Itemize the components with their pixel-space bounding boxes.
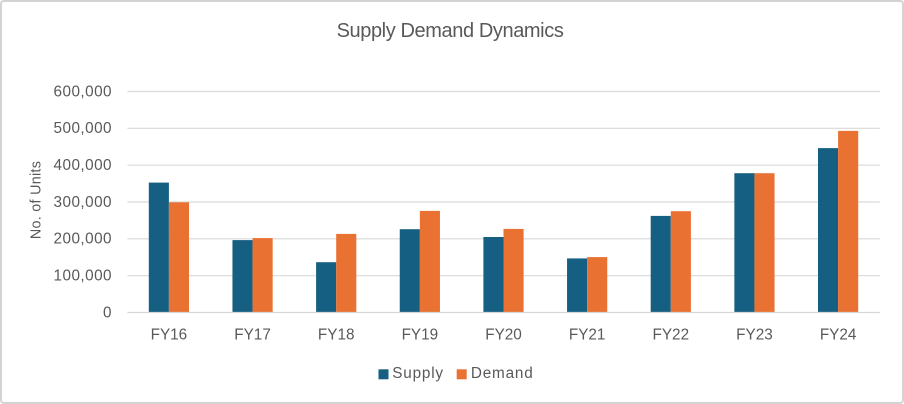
svg-text:FY18: FY18 — [318, 326, 355, 343]
svg-text:No. of Units: No. of Units — [29, 161, 45, 239]
svg-text:FY16: FY16 — [151, 326, 188, 343]
svg-text:FY19: FY19 — [402, 326, 439, 343]
svg-text:600,000: 600,000 — [54, 83, 112, 100]
svg-text:Supply Demand Dynamics: Supply Demand Dynamics — [337, 20, 564, 42]
svg-text:Demand: Demand — [471, 365, 534, 382]
svg-text:100,000: 100,000 — [54, 268, 112, 285]
svg-text:200,000: 200,000 — [54, 231, 112, 248]
svg-text:FY17: FY17 — [234, 326, 271, 343]
svg-text:500,000: 500,000 — [54, 120, 112, 137]
svg-text:0: 0 — [103, 304, 112, 321]
svg-text:400,000: 400,000 — [54, 157, 112, 174]
svg-text:Supply: Supply — [392, 365, 444, 382]
svg-text:FY24: FY24 — [820, 326, 857, 343]
svg-text:FY21: FY21 — [569, 326, 606, 343]
svg-text:300,000: 300,000 — [54, 194, 112, 211]
svg-text:FY22: FY22 — [653, 326, 690, 343]
svg-text:FY20: FY20 — [485, 326, 522, 343]
svg-text:FY23: FY23 — [736, 326, 773, 343]
